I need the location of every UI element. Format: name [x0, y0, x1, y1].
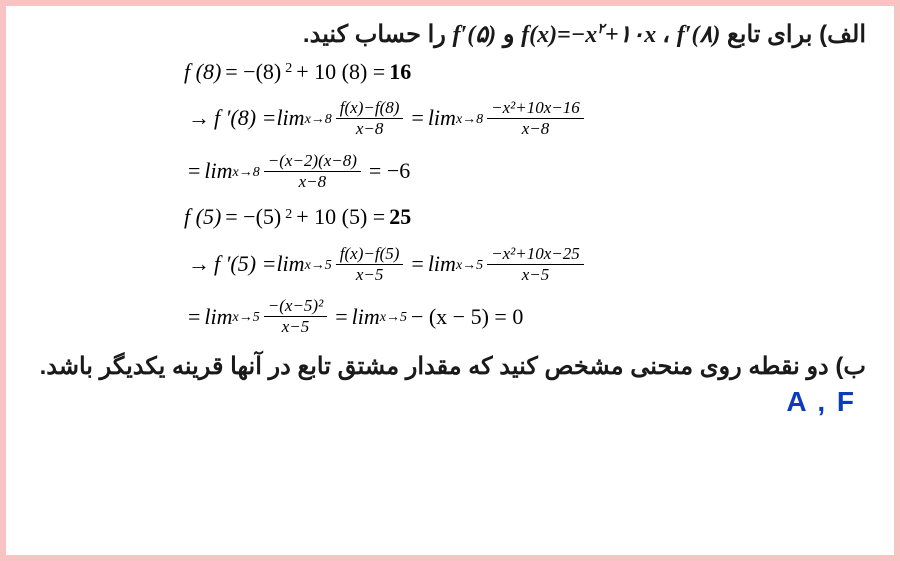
l3-sub: x→8	[233, 165, 260, 182]
l5-f2-num: −x²+10x−25	[487, 245, 584, 265]
l5-sub2: x→5	[456, 258, 483, 275]
l4-sup: 2	[285, 207, 292, 224]
l6-den: x−5	[278, 317, 314, 336]
l2-lim2: lim	[428, 105, 456, 131]
l2-arrow: →	[184, 105, 214, 131]
l2-f1-den: x−8	[352, 119, 388, 138]
fn-def: f(x)=−x۲+۱۰x	[521, 22, 662, 48]
l1-rhs: 16	[389, 59, 411, 85]
math-line-3: = limx→8 −(x−2)(x−8) x−8 = −6	[184, 152, 866, 191]
l2-f2-den: x−8	[518, 119, 554, 138]
l2-f2-num: −x²+10x−16	[487, 99, 584, 119]
l2-sub2: x→8	[456, 112, 483, 129]
part-b-answer: A , F	[34, 386, 866, 418]
math-line-2: → f ′(8) = limx→8 f(x)−f(8) x−8 = limx→8…	[184, 99, 866, 138]
text-before: برای تابع	[727, 21, 813, 48]
page-container: الف) برای تابع f(x)=−x۲+۱۰x ، f′(۸) و f′…	[6, 6, 894, 555]
l5-lhs: f ′(5) =	[214, 251, 276, 277]
l1-eq: = −(8)	[221, 59, 285, 85]
part-a-label: الف)	[819, 21, 866, 48]
l2-frac2: −x²+10x−16 x−8	[487, 99, 584, 138]
l5-f2-den: x−5	[518, 265, 554, 284]
part-a-prompt: الف) برای تابع f(x)=−x۲+۱۰x ، f′(۸) و f′…	[34, 18, 866, 53]
l2-lhs: f ′(8) =	[214, 105, 276, 131]
fprime5: f′(۵)	[453, 22, 497, 48]
l5-lim1: lim	[276, 251, 304, 277]
part-b-text: دو نقطه روی منحنی مشخص کنید که مقدار مشت…	[40, 353, 829, 380]
math-line-4: f (5) = −(5)2 + 10 (5) = 25	[184, 204, 866, 230]
l3-num: −(x−2)(x−8)	[264, 152, 361, 172]
l1-lhs: f (8)	[184, 59, 221, 85]
math-line-5: → f ′(5) = limx→5 f(x)−f(5) x−5 = limx→5…	[184, 245, 866, 284]
l3-rhs: = −6	[365, 158, 414, 184]
l2-sub1: x→8	[305, 112, 332, 129]
sep2: و	[503, 21, 515, 48]
sep1: ،	[662, 21, 670, 48]
l6-lim2: lim	[352, 304, 380, 330]
l1-sup: 2	[285, 61, 292, 78]
l5-f1-num: f(x)−f(5)	[336, 245, 404, 265]
l5-frac1: f(x)−f(5) x−5	[336, 245, 404, 284]
math-line-6: = limx→5 −(x−5)² x−5 = limx→5 − (x − 5) …	[184, 297, 866, 336]
l6-frac: −(x−5)² x−5	[264, 297, 327, 336]
l6-expr: − (x − 5) = 0	[407, 304, 527, 330]
l5-lim2: lim	[428, 251, 456, 277]
l6-sub2: x→5	[380, 310, 407, 327]
l1-plus: + 10 (8) =	[292, 59, 389, 85]
l3-lim: lim	[204, 158, 232, 184]
l2-lim1: lim	[276, 105, 304, 131]
l2-eq: =	[407, 105, 427, 131]
math-line-1: f (8) = −(8)2 + 10 (8) = 16	[184, 59, 866, 85]
math-work: f (8) = −(8)2 + 10 (8) = 16 → f ′(8) = l…	[184, 59, 866, 337]
l6-num: −(x−5)²	[264, 297, 327, 317]
l3-den: x−8	[295, 172, 331, 191]
l5-eq: =	[407, 251, 427, 277]
l6-lim: lim	[204, 304, 232, 330]
text-after: را حساب کنید.	[303, 21, 446, 48]
l5-sub1: x→5	[305, 258, 332, 275]
l2-frac1: f(x)−f(8) x−8	[336, 99, 404, 138]
l4-eq: = −(5)	[221, 204, 285, 230]
l6-eq: =	[184, 304, 204, 330]
l4-lhs: f (5)	[184, 204, 221, 230]
l5-f1-den: x−5	[352, 265, 388, 284]
l5-arrow: →	[184, 251, 214, 277]
l3-frac: −(x−2)(x−8) x−8	[264, 152, 361, 191]
l6-sub: x→5	[233, 310, 260, 327]
part-b-label: ب)	[835, 353, 866, 380]
part-b-prompt: ب) دو نقطه روی منحنی مشخص کنید که مقدار …	[34, 350, 866, 384]
l3-eq: =	[184, 158, 204, 184]
l2-f1-num: f(x)−f(8)	[336, 99, 404, 119]
l4-rhs: 25	[389, 204, 411, 230]
fprime8: f′(۸)	[677, 22, 721, 48]
l6-mid: =	[331, 304, 351, 330]
l4-plus: + 10 (5) =	[292, 204, 389, 230]
l5-frac2: −x²+10x−25 x−5	[487, 245, 584, 284]
